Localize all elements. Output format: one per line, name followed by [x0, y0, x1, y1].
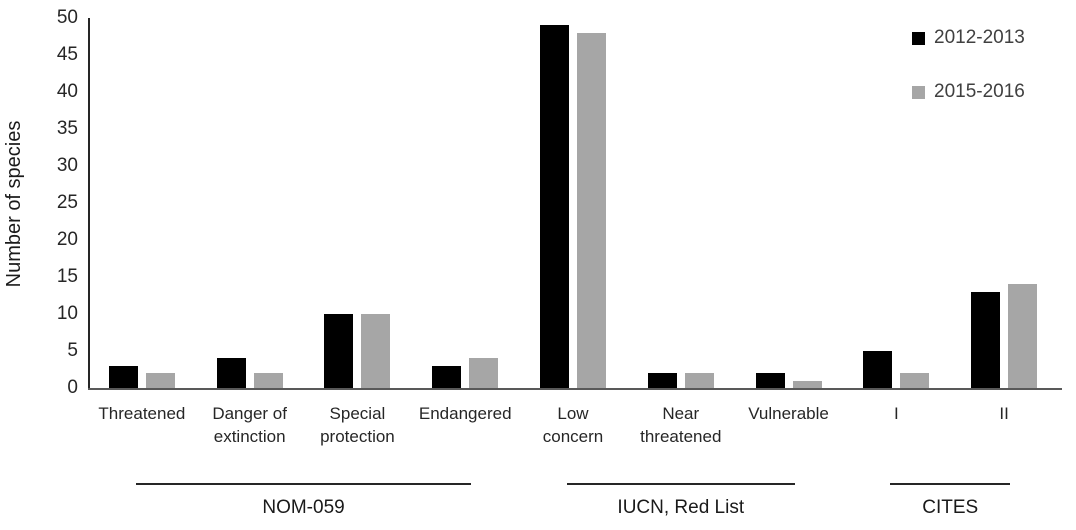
bar-2012-2013	[216, 358, 246, 388]
y-tick-label: 35	[56, 118, 78, 139]
legend-color-swatch	[912, 31, 925, 45]
bar-2015-2016	[253, 373, 283, 388]
legend-series-label: 2012-2013	[934, 27, 1025, 48]
y-tick-label: 20	[56, 229, 78, 250]
bar-2012-2013	[863, 351, 893, 388]
bar-2012-2013	[755, 373, 785, 388]
x-category-label: Low concern	[542, 404, 604, 446]
legend: 2012-2013 2015-2016	[912, 27, 1025, 102]
y-tick-label: 10	[56, 303, 78, 324]
group-label: CITES	[922, 497, 979, 518]
x-axis-line	[88, 388, 1062, 390]
bar-2012-2013	[971, 291, 1001, 388]
y-tick-label: 25	[56, 192, 78, 213]
bar-2012-2013	[324, 314, 354, 388]
bar-2012-2013	[432, 365, 462, 388]
y-tick-label: 40	[56, 81, 78, 102]
y-tick-label: 15	[56, 266, 78, 287]
legend-item: 2012-2013	[912, 27, 1025, 48]
x-category-label: Vulnerable	[748, 404, 829, 423]
y-axis-line	[88, 18, 90, 390]
x-category-label: Special protection	[320, 404, 395, 446]
y-tick-label: 5	[67, 340, 78, 361]
bar-2015-2016	[577, 32, 606, 388]
group-label: IUCN, Red List	[617, 497, 745, 518]
bar-2015-2016	[900, 373, 930, 388]
y-tick-label: 0	[67, 377, 78, 398]
bar-2012-2013	[540, 25, 569, 388]
bar-2012-2013	[108, 365, 138, 388]
x-category-label: Threatened	[98, 404, 186, 423]
y-tick-label: 30	[56, 155, 78, 176]
x-category-label: Danger of extinction	[212, 404, 287, 446]
y-tick-label: 50	[56, 7, 78, 28]
bar-2012-2013	[647, 373, 677, 388]
legend-series-label: 2015-2016	[934, 81, 1025, 102]
x-category-label: II	[999, 404, 1009, 423]
bar-2015-2016	[145, 373, 175, 388]
legend-color-swatch	[912, 85, 925, 99]
group-underline	[135, 483, 472, 485]
bar-2015-2016	[792, 380, 822, 388]
bar-2015-2016	[684, 373, 714, 388]
x-category-label: Endangered	[418, 404, 512, 423]
bar-2015-2016	[361, 314, 391, 388]
legend-item: 2015-2016	[912, 81, 1025, 102]
group-label: NOM-059	[262, 497, 345, 518]
bar-2015-2016	[1008, 284, 1038, 388]
x-category-label: I	[893, 404, 899, 423]
bar-2015-2016	[469, 358, 499, 388]
group-underline	[890, 483, 1011, 485]
x-category-label: Near threatened	[640, 404, 722, 446]
group-underline	[567, 483, 795, 485]
y-tick-label: 45	[56, 44, 78, 65]
